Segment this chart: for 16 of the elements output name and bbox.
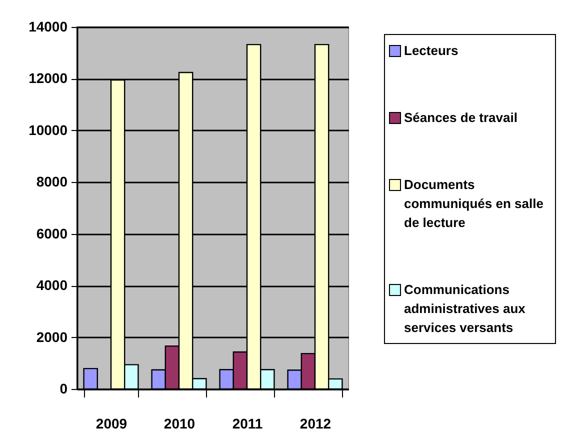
- y-tick-label: 8000: [36, 174, 68, 190]
- y-tick-label: 4000: [36, 277, 68, 294]
- x-tick-label: 2011: [232, 416, 263, 432]
- x-tick-label: 2010: [164, 416, 196, 432]
- y-tick-label: 12000: [28, 70, 68, 86]
- x-tick-label: 2012: [300, 416, 332, 432]
- y-tick-label: 2000: [36, 328, 68, 345]
- y-tick-label: 10000: [28, 122, 68, 138]
- y-tick-label: 0: [60, 380, 68, 396]
- legend-label: Documents communiqués en salle de lecture: [404, 176, 544, 232]
- x-tick-label: 2009: [96, 416, 128, 432]
- y-tick-label: 6000: [36, 225, 68, 242]
- legend-label: Lecteurs: [404, 42, 458, 60]
- y-tick-label: 14000: [28, 18, 68, 34]
- legend-label: Communications administratives aux services versants: [404, 281, 526, 337]
- legend-label: Séances de travail: [404, 109, 518, 127]
